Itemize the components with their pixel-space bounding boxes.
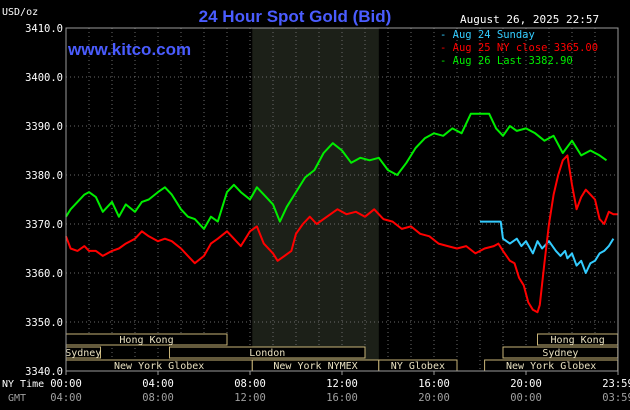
session-bars-layer: Hong Kong Sydney London New York Globex New …	[65, 333, 619, 372]
nymex-session-band	[252, 28, 379, 371]
x-tick-label-gmt: 12:00	[234, 392, 266, 404]
session-label: New York NYMEX	[273, 361, 357, 372]
series-line-2	[65, 112, 608, 230]
y-tick-label: 3340.0	[25, 366, 63, 378]
x-tick-label-gmt: 04:00	[50, 392, 82, 404]
series-line-1	[65, 154, 618, 314]
session-bar	[169, 346, 366, 359]
x-tick-label-ny: 16:00	[418, 378, 450, 390]
y-axis-unit-label: USD/oz	[2, 7, 38, 18]
y-tick-label: 3390.0	[25, 121, 63, 133]
x-tick-label-gmt: 03:59	[602, 392, 630, 404]
session-label: London	[249, 348, 285, 359]
session-label: Sydney	[542, 348, 578, 359]
source-link[interactable]: www.kitco.com	[67, 40, 191, 59]
legend-entry: - Aug 25 NY close 3365.00	[440, 42, 598, 54]
x-tick-label-ny: 20:00	[510, 378, 542, 390]
y-tick-label: 3400.0	[25, 72, 63, 84]
date-label: August 26, 2025 22:57	[460, 13, 599, 26]
x-tick-label-ny: 12:00	[326, 378, 358, 390]
y-tick-label: 3410.0	[25, 23, 63, 35]
legend-entry: - Aug 24 Sunday	[440, 29, 535, 41]
session-label: NY Globex	[391, 361, 445, 372]
legend: - Aug 24 Sunday- Aug 25 NY close 3365.00…	[440, 29, 598, 67]
y-tick-label: 3370.0	[25, 219, 63, 231]
x-tick-label-ny: 08:00	[234, 378, 266, 390]
session-label: New York Globex	[114, 361, 204, 372]
x-tick-label-ny: 04:00	[142, 378, 174, 390]
session-label: Hong Kong	[119, 335, 173, 346]
series-line-0	[480, 220, 615, 274]
axis-layer: 3340.0 3350.0 3360.0 3370.0 3380.0 3390.0 3400…	[25, 23, 630, 404]
y-tick-label: 3360.0	[25, 268, 63, 280]
x-tick-label-ny: 23:59	[602, 378, 630, 390]
highlight-band-layer	[252, 28, 379, 371]
x-axis-gmt-row-label: GMT	[8, 393, 26, 404]
chart-title: 24 Hour Spot Gold (Bid)	[199, 7, 392, 26]
y-tick-label: 3350.0	[25, 317, 63, 329]
session-label: New York Globex	[506, 361, 596, 372]
y-tick-label: 3380.0	[25, 170, 63, 182]
x-axis-ny-row-label: NY Time	[2, 379, 44, 390]
legend-entry: - Aug 26 Last 3382.90	[440, 55, 573, 67]
x-tick-label-gmt: 16:00	[326, 392, 358, 404]
x-tick-label-gmt: 08:00	[142, 392, 174, 404]
x-tick-label-gmt: 00:00	[510, 392, 542, 404]
x-tick-label-gmt: 20:00	[418, 392, 450, 404]
session-label: Sydney	[65, 348, 101, 359]
x-tick-label-ny: 00:00	[50, 378, 82, 390]
series-layer	[65, 112, 618, 314]
session-label: Hong Kong	[551, 335, 605, 346]
